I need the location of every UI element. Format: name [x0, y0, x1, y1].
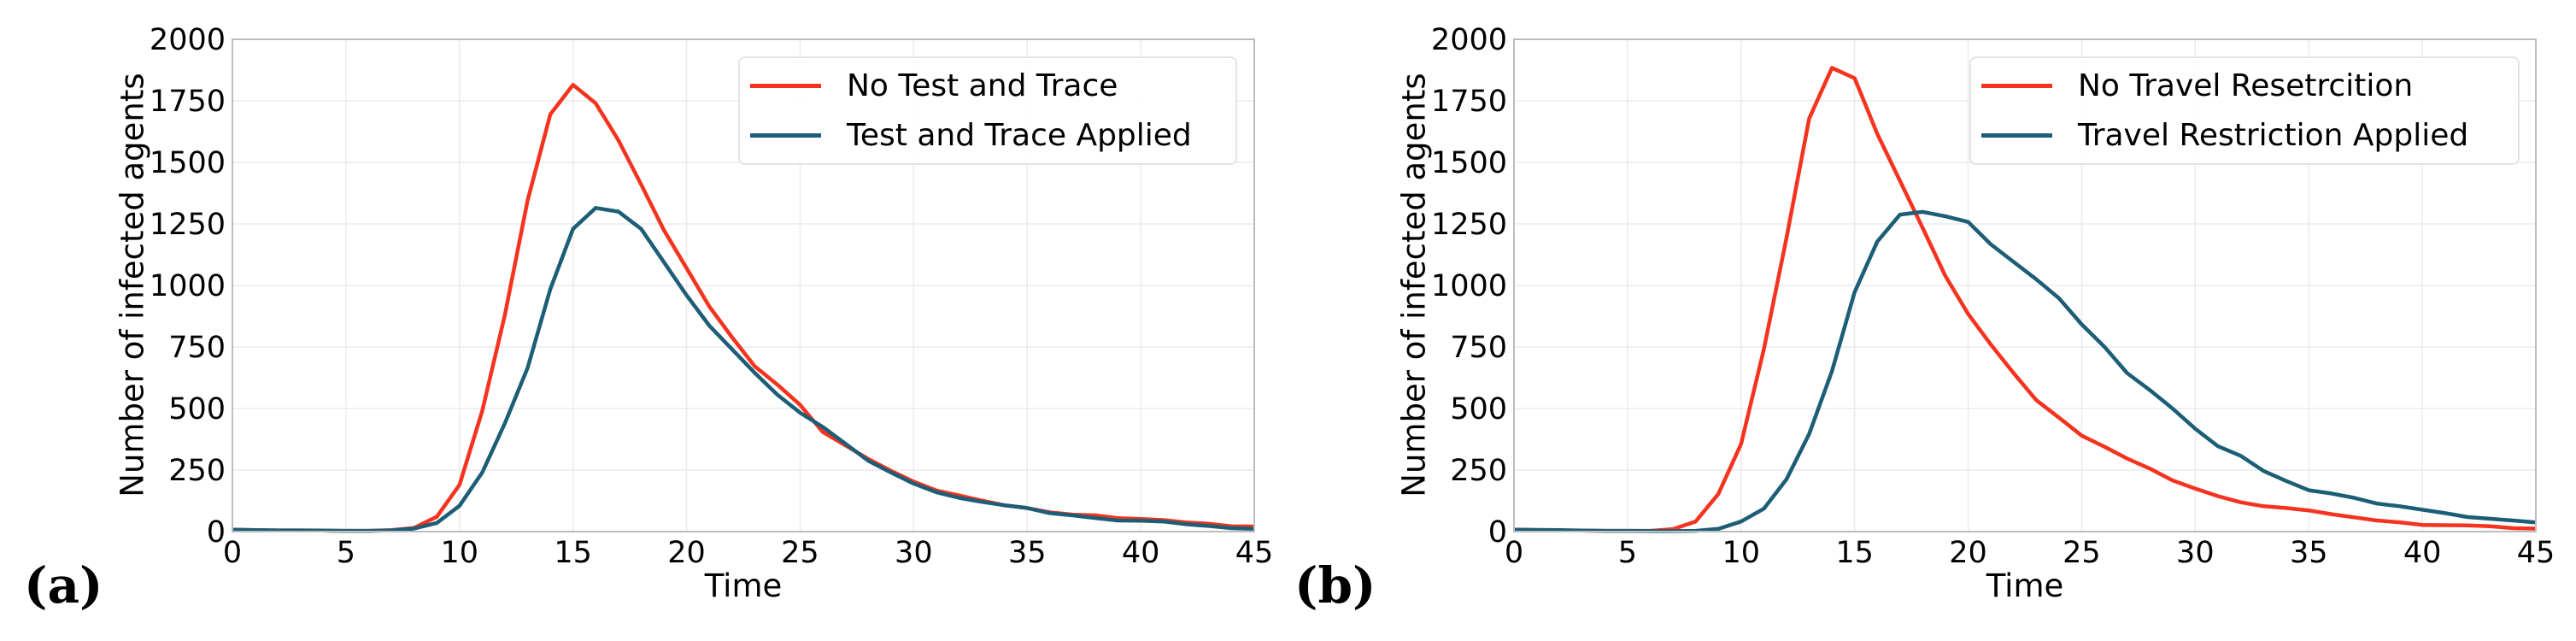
x-tick-label: 35: [2290, 536, 2328, 570]
y-tick-label: 1000: [150, 269, 226, 303]
x-tick-label: 45: [2517, 536, 2555, 570]
legend-item-teal: Travel Restriction Applied: [1971, 114, 2468, 156]
y-tick-label: 250: [168, 454, 226, 488]
legend-label: No Travel Resetrcition: [2078, 68, 2414, 103]
legend-item-teal: Test and Trace Applied: [740, 114, 1192, 156]
y-tick-label: 750: [168, 331, 226, 365]
y-tick-label: 1750: [1431, 85, 1507, 119]
x-tick-label: 40: [1122, 536, 1160, 570]
y-tick-label: 1500: [1431, 146, 1507, 180]
y-tick-label: 2000: [150, 23, 226, 57]
x-tick-label: 25: [2063, 536, 2101, 570]
y-tick-label: 1000: [1431, 269, 1507, 303]
panel-label: (a): [24, 556, 103, 615]
axes-frame: [232, 38, 1255, 532]
legend-label: No Test and Trace: [847, 68, 1118, 103]
legend: No Test and Trace Test and Trace Applied: [738, 56, 1237, 165]
y-tick-label: 250: [1450, 454, 1507, 488]
x-tick-label: 15: [554, 536, 592, 570]
x-tick-label: 10: [1722, 536, 1761, 570]
y-axis-label: Number of infected agents: [114, 73, 151, 497]
y-tick-label: 500: [1450, 392, 1507, 426]
x-tick-label: 25: [781, 536, 819, 570]
x-tick-label: 40: [2403, 536, 2442, 570]
x-tick-label: 5: [1618, 536, 1637, 570]
x-tick-label: 0: [223, 536, 242, 570]
panel-label: (b): [1294, 556, 1376, 615]
legend-label: Travel Restriction Applied: [2078, 117, 2469, 153]
x-tick-label: 20: [1949, 536, 1987, 570]
legend-item-red: No Travel Resetrcition: [1971, 64, 2413, 107]
y-tick-label: 500: [168, 392, 226, 426]
y-tick-label: 1250: [1431, 208, 1507, 242]
y-tick-label: 0: [207, 515, 226, 550]
y-tick-label: 1500: [150, 146, 226, 180]
y-axis-label: Number of infected agents: [1395, 73, 1433, 497]
series-line-teal: [1513, 209, 2537, 533]
x-axis-label: Time: [1986, 567, 2064, 604]
x-tick-label: 10: [441, 536, 479, 570]
y-tick-label: 750: [1450, 331, 1507, 365]
y-tick-label: 2000: [1431, 23, 1507, 57]
x-tick-label: 0: [1505, 536, 1523, 570]
y-tick-label: 1250: [150, 208, 226, 242]
axes-frame: [1513, 38, 2537, 532]
y-tick-label: 0: [1488, 515, 1507, 550]
x-tick-label: 45: [1235, 536, 1274, 570]
legend-line-red-icon: [750, 83, 821, 88]
y-tick-label: 1750: [150, 85, 226, 119]
chart-panel-a: 0 250 500 750 1000 1250 1500 1750 2000 0 5 10 15 20 25…: [24, 23, 1274, 615]
x-tick-label: 35: [1008, 536, 1047, 570]
legend-item-red: No Test and Trace: [740, 64, 1118, 107]
legend: No Travel Resetrcition Travel Restrictio…: [1969, 56, 2520, 165]
x-axis-label: Time: [704, 567, 783, 604]
series-line-red: [1513, 66, 2537, 533]
legend-line-teal-icon: [1981, 132, 2052, 138]
x-tick-label: 20: [667, 536, 706, 570]
x-tick-label: 30: [895, 536, 933, 570]
chart-panel-b: 0 250 500 750 1000 1250 1500 1750 2000 0 5 10 15 20 25…: [1282, 0, 2569, 641]
series-line-teal: [232, 206, 1255, 533]
legend-label: Test and Trace Applied: [847, 117, 1192, 153]
x-tick-label: 15: [1835, 536, 1874, 570]
legend-line-red-icon: [1981, 83, 2052, 88]
x-tick-label: 30: [2176, 536, 2215, 570]
x-tick-label: 5: [337, 536, 355, 570]
legend-line-teal-icon: [750, 132, 821, 138]
